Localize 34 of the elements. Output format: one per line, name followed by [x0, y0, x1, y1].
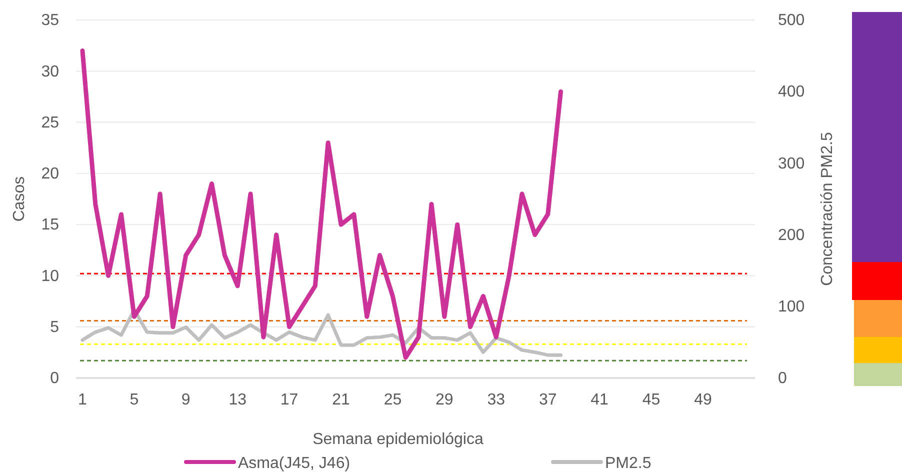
- y2-tick-label: 500: [778, 12, 805, 30]
- y-tick-label: 5: [50, 318, 60, 336]
- legend-label: Asma(J45, J46): [238, 455, 350, 472]
- x-axis-title: Semana epidemiológica: [312, 431, 484, 448]
- y2-tick-label: 400: [778, 84, 805, 101]
- y-tick-label: 30: [41, 63, 60, 80]
- y-tick-label: 10: [41, 268, 60, 285]
- x-tick-label: 33: [487, 391, 506, 408]
- line-series: [80, 48, 564, 360]
- x-tick-label: 29: [436, 391, 454, 408]
- x-tick-label: 13: [228, 391, 247, 408]
- y-tick-label: 15: [41, 216, 60, 234]
- x-tick-label: 5: [130, 391, 139, 408]
- x-tick-label: 21: [332, 391, 350, 408]
- x-tick-label: 9: [181, 391, 190, 408]
- x-tick-label: 45: [642, 391, 660, 408]
- y-tick-label: 35: [41, 12, 60, 30]
- y-axis-title: Casos: [11, 176, 28, 222]
- x-tick-label: 17: [280, 391, 298, 408]
- x-tick-label: 1: [78, 391, 88, 408]
- x-tick-label: 41: [590, 391, 609, 408]
- y-tick-label: 25: [41, 114, 60, 132]
- y2-tick-label: 300: [778, 155, 805, 172]
- y2-axis-title: Concentración PM2.5: [819, 132, 836, 286]
- line-series: [80, 308, 563, 357]
- y-tick-label: 0: [50, 370, 60, 388]
- x-tick-label: 37: [538, 391, 557, 408]
- y2-tick-label: 0: [778, 370, 787, 388]
- x-tick-label: 25: [384, 391, 402, 408]
- y2-tick-label: 100: [778, 298, 805, 316]
- legend-label: PM2.5: [605, 455, 652, 472]
- y-tick-label: 20: [41, 166, 60, 183]
- y2-tick-label: 200: [778, 226, 805, 244]
- x-tick-label: 49: [694, 391, 712, 408]
